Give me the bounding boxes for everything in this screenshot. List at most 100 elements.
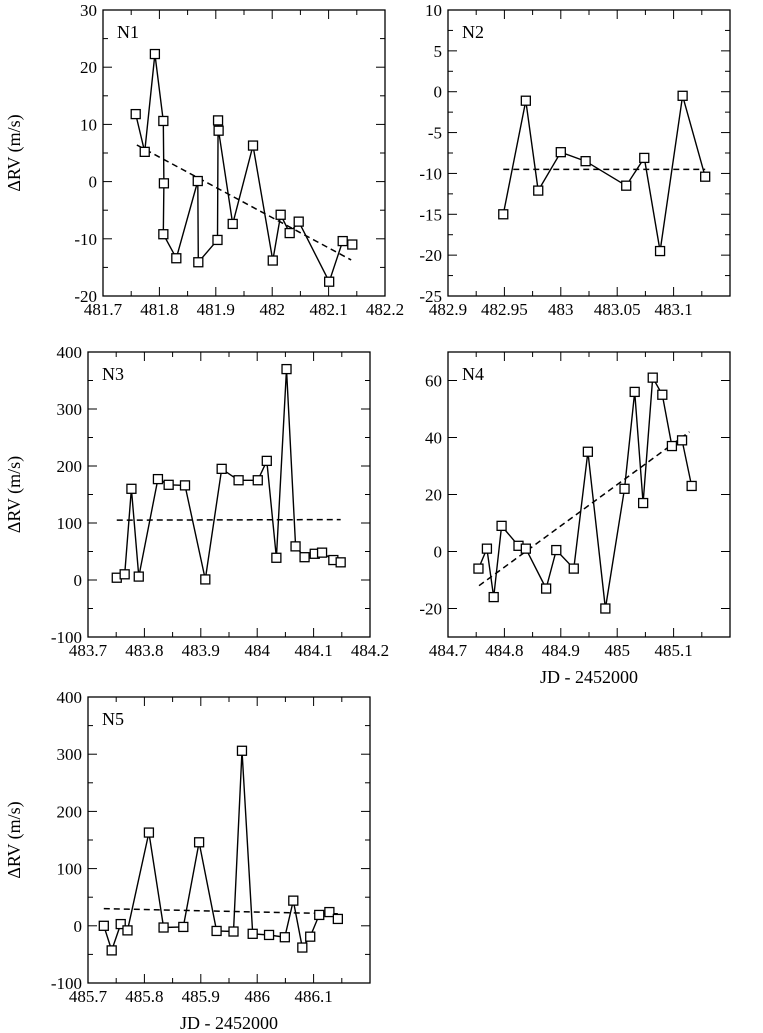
data-point bbox=[193, 837, 205, 848]
data-point bbox=[666, 440, 678, 452]
x-tick-label: 481.8 bbox=[140, 300, 178, 319]
data-point bbox=[600, 603, 611, 614]
y-tick-label: 0 bbox=[434, 83, 443, 102]
x-tick-label: 485 bbox=[604, 641, 630, 660]
trend-line bbox=[136, 144, 352, 261]
data-point bbox=[582, 446, 594, 457]
data-point bbox=[316, 547, 328, 558]
y-tick-label: 100 bbox=[57, 860, 83, 879]
data-point bbox=[213, 125, 224, 136]
data-point bbox=[212, 115, 224, 126]
data-point bbox=[293, 216, 304, 227]
panel-label: N1 bbox=[117, 22, 139, 42]
data-point bbox=[227, 218, 238, 230]
data-point bbox=[284, 227, 295, 239]
data-point bbox=[533, 185, 544, 196]
data-point bbox=[193, 257, 204, 268]
plot-frame bbox=[87, 696, 371, 984]
x-tick-label: 482 bbox=[259, 300, 285, 319]
data-point bbox=[178, 921, 189, 933]
x-tick-label: 484.8 bbox=[485, 641, 523, 660]
x-tick-label: 482.95 bbox=[481, 300, 528, 319]
data-point bbox=[288, 895, 299, 906]
series-line bbox=[135, 53, 353, 284]
data-point bbox=[639, 152, 650, 164]
x-tick-label: 485.8 bbox=[125, 987, 163, 1006]
data-point bbox=[629, 386, 640, 398]
panel-n5: 485.7 485.8 485.9 486 486.1 -100 0 100 200 300 400… bbox=[4, 688, 371, 1033]
data-point bbox=[263, 929, 275, 941]
data-point bbox=[233, 475, 244, 486]
y-tick-label: 0 bbox=[434, 543, 443, 562]
data-point bbox=[149, 48, 161, 60]
data-point bbox=[158, 178, 170, 189]
y-tick-label: -25 bbox=[419, 287, 442, 306]
panel-n3: 483.7 483.8 483.9 484 484.1 484.2 -100 0 100 200 3… bbox=[4, 343, 389, 660]
data-point bbox=[473, 563, 484, 574]
data-point bbox=[324, 906, 335, 918]
series-line bbox=[103, 750, 339, 953]
data-point bbox=[211, 925, 222, 937]
data-point bbox=[281, 363, 292, 375]
y-tick-label: 400 bbox=[57, 343, 83, 362]
data-point bbox=[555, 147, 566, 158]
data-point bbox=[247, 928, 258, 939]
series-line bbox=[477, 375, 693, 609]
y-tick-label: -20 bbox=[419, 246, 442, 265]
data-point bbox=[130, 108, 141, 120]
y-tick-label: -100 bbox=[51, 974, 82, 993]
data-point bbox=[335, 557, 346, 568]
x-tick-label: 484 bbox=[244, 641, 270, 660]
panel-label: N3 bbox=[102, 364, 124, 384]
y-axis-label: ΔRV (m/s) bbox=[4, 456, 25, 533]
data-point bbox=[192, 175, 203, 187]
data-point bbox=[332, 913, 344, 925]
series-line bbox=[116, 369, 341, 580]
data-point bbox=[158, 115, 169, 127]
data-point bbox=[305, 931, 316, 942]
data-point bbox=[347, 239, 358, 250]
x-tick-label: 484.1 bbox=[294, 641, 332, 660]
panel-n2: 482.9 482.95 483 483.05 483.1 -25 -20 -15 -10 -5 0… bbox=[419, 1, 731, 319]
data-point bbox=[677, 90, 688, 101]
data-point bbox=[261, 455, 272, 467]
data-point bbox=[580, 156, 591, 167]
data-point bbox=[275, 209, 286, 220]
data-point bbox=[133, 571, 144, 582]
y-tick-label: -10 bbox=[419, 164, 442, 183]
data-point bbox=[314, 909, 325, 921]
x-tick-label: 484.2 bbox=[351, 641, 389, 660]
data-point bbox=[551, 544, 562, 556]
trend-line bbox=[478, 431, 690, 587]
y-tick-label: -20 bbox=[419, 600, 442, 619]
data-point bbox=[654, 245, 666, 257]
y-axis-label: ΔRV (m/s) bbox=[4, 801, 25, 878]
x-tick-label: 484.7 bbox=[429, 641, 468, 660]
y-tick-label: 0 bbox=[74, 571, 83, 590]
x-tick-label: 482.1 bbox=[309, 300, 347, 319]
y-tick-label: 40 bbox=[425, 429, 442, 448]
y-tick-label: 100 bbox=[57, 514, 83, 533]
data-point bbox=[686, 480, 697, 492]
trend-line bbox=[116, 518, 341, 521]
data-point bbox=[228, 926, 239, 937]
y-axis-label: ΔRV (m/s) bbox=[4, 114, 25, 191]
data-point bbox=[676, 435, 688, 446]
x-tick-label: 483.7 bbox=[69, 641, 108, 660]
panel-n4: 484.7 484.8 484.9 485 485.1 -20 0 20 40 60 N4 JD - … bbox=[419, 351, 731, 687]
x-tick-label: 485.7 bbox=[69, 987, 108, 1006]
y-tick-label: 30 bbox=[80, 1, 97, 20]
x-tick-label: 482.9 bbox=[429, 300, 467, 319]
x-tick-label: 483.1 bbox=[654, 300, 692, 319]
data-point bbox=[122, 925, 133, 936]
x-tick-label: 481.9 bbox=[197, 300, 235, 319]
y-tick-label: 200 bbox=[57, 802, 83, 821]
data-point bbox=[171, 253, 182, 264]
x-tick-label: 482.2 bbox=[366, 300, 404, 319]
data-point bbox=[139, 146, 150, 158]
y-tick-label: 0 bbox=[89, 173, 98, 192]
x-axis-label: JD - 2452000 bbox=[180, 1013, 278, 1033]
data-point bbox=[324, 276, 335, 287]
data-point bbox=[212, 234, 223, 246]
